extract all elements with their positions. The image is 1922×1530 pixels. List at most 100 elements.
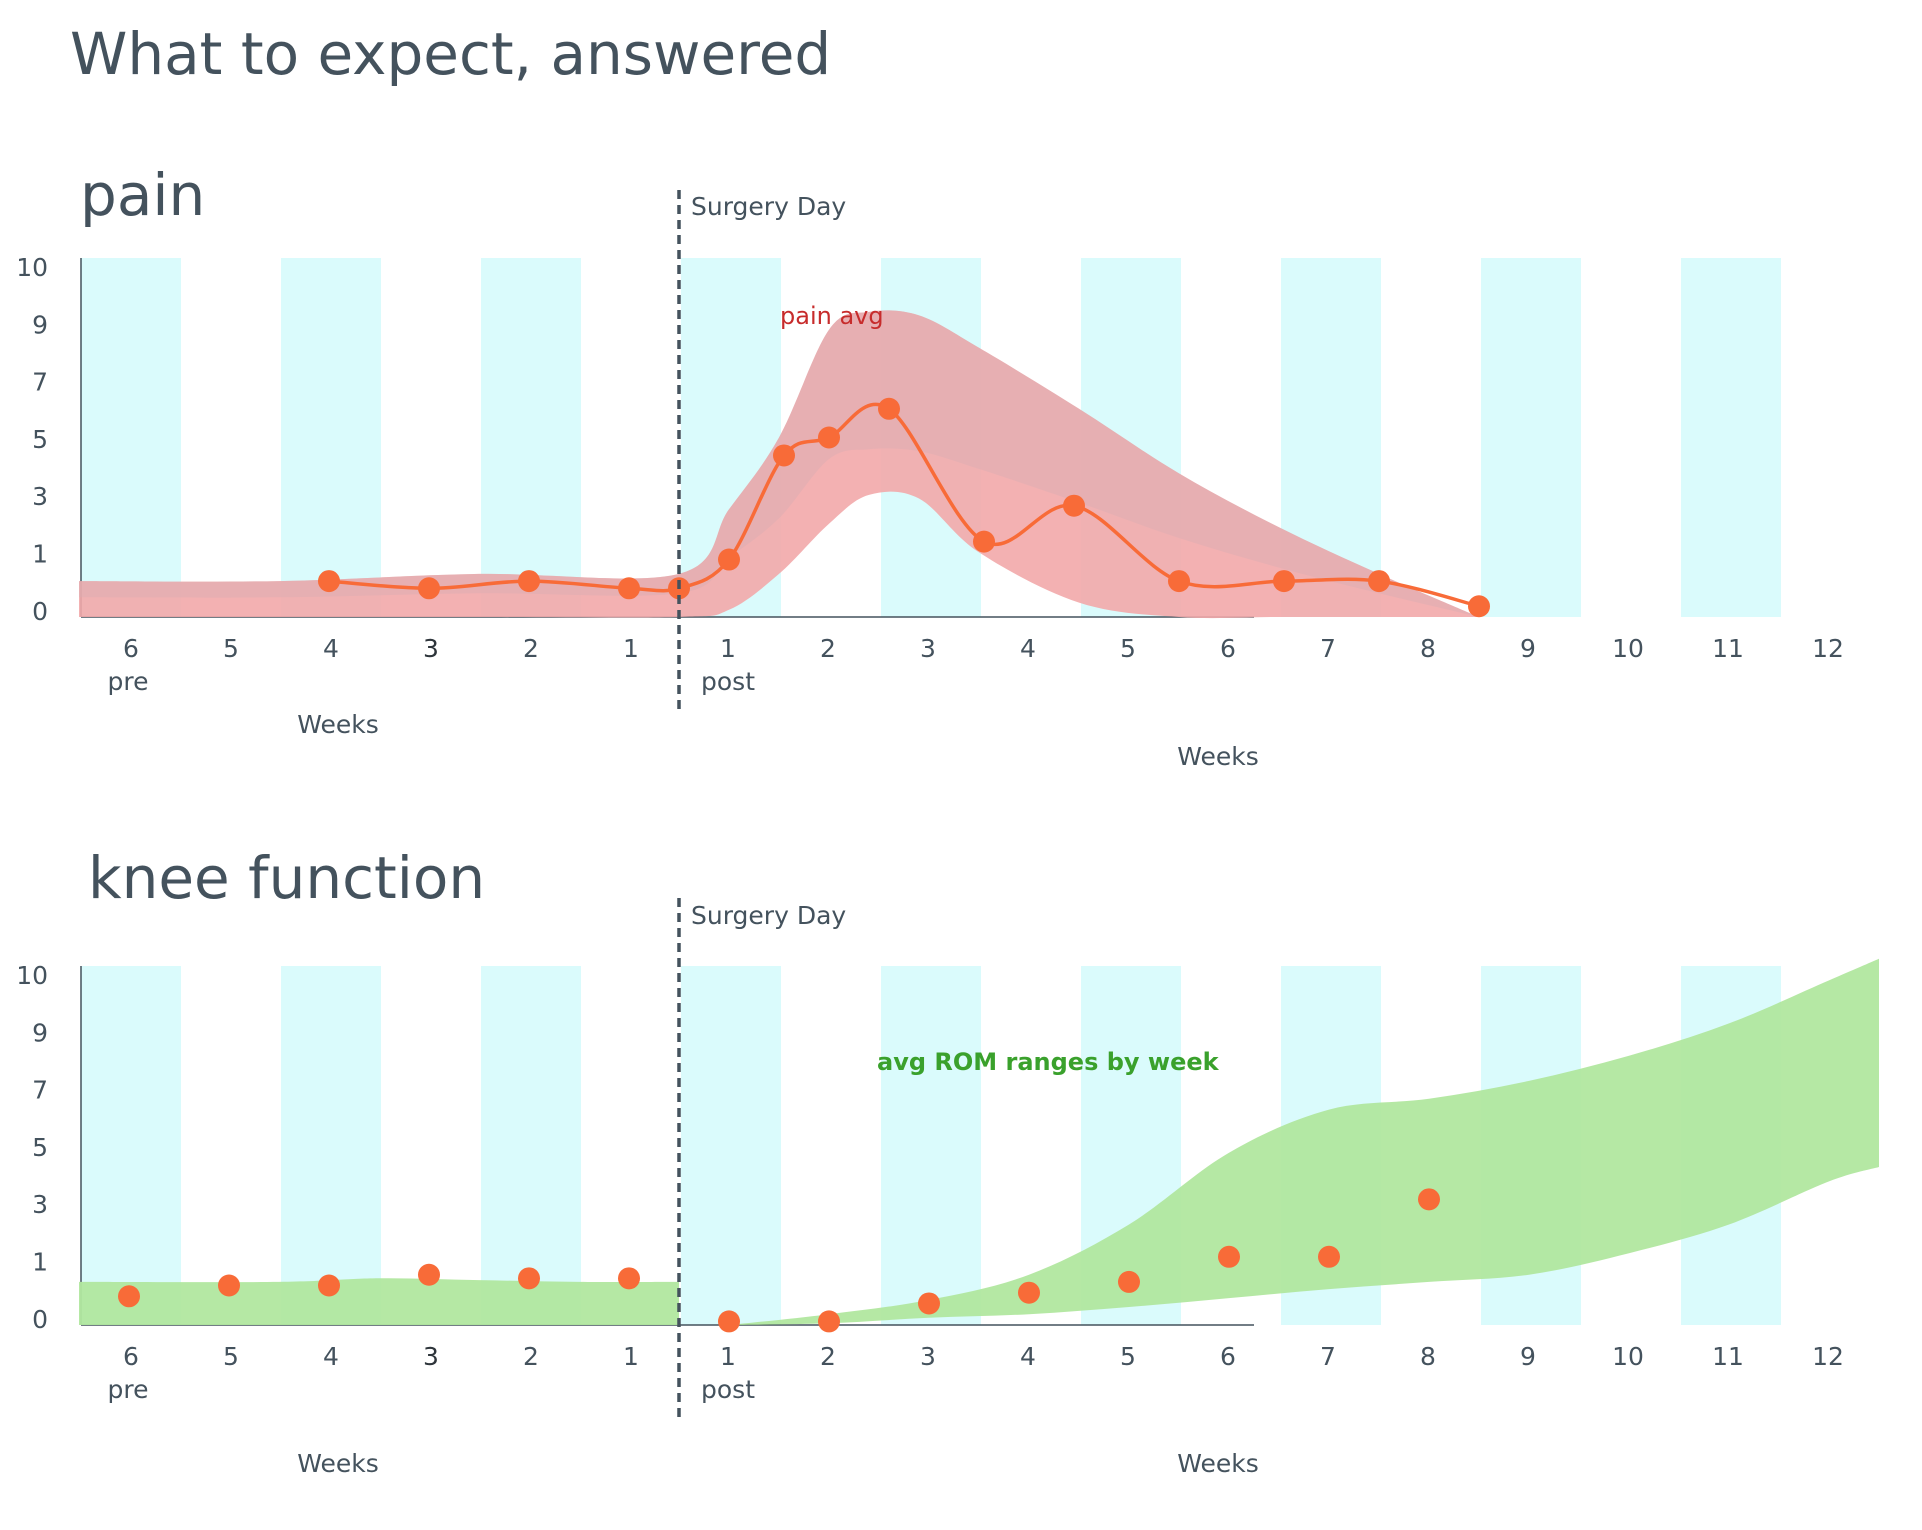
post-week-tick-label: 7 [1320, 1342, 1336, 1371]
post-week-tick-label: 4 [1020, 1342, 1036, 1371]
rom-data-point [1418, 1188, 1440, 1211]
post-week-tick-label: 7 [1320, 634, 1336, 663]
y-tick-label: 5 [32, 1133, 48, 1162]
y-tick-label: 3 [32, 482, 48, 511]
pre-week-tick-label: 1 [623, 634, 639, 663]
pain-data-point [318, 570, 340, 593]
pre-caption: pre [108, 667, 149, 696]
pain-data-point [1273, 570, 1295, 593]
post-week-tick-label: 6 [1220, 634, 1236, 663]
pain-data-point [618, 577, 640, 600]
pre-week-tick-label: 3 [423, 634, 439, 663]
post-week-tick-label: 2 [820, 634, 836, 663]
week-shade-band [681, 966, 781, 1325]
pain-data-point [878, 397, 900, 420]
week-shade-band [481, 258, 581, 617]
pre-week-tick-label: 5 [223, 634, 239, 663]
week-shade-band [81, 258, 181, 617]
week-shade-band [1481, 258, 1581, 617]
surgery-day-label: Surgery Day [691, 192, 846, 221]
chart-title: knee function [88, 844, 485, 912]
post-week-tick-label: 2 [820, 1342, 836, 1371]
pain-average-line [328, 402, 1480, 608]
post-week-tick-label: 11 [1712, 1342, 1744, 1371]
post-week-tick-label: 1 [720, 634, 736, 663]
pre-week-tick-label: 6 [123, 634, 139, 663]
week-shade-band [881, 966, 981, 1325]
rom-data-point [218, 1274, 240, 1297]
rom-range-band-pre [79, 1278, 679, 1325]
pain-series-label: pain avg [780, 302, 884, 330]
y-tick-label: 3 [32, 1190, 48, 1219]
y-tick-label: 1 [32, 540, 48, 569]
post-week-tick-label: 8 [1420, 634, 1436, 663]
rom-data-point [1318, 1245, 1340, 1268]
rom-data-point [918, 1292, 940, 1315]
pre-week-tick-label: 1 [623, 1342, 639, 1371]
week-shade-band [81, 966, 181, 1325]
post-week-tick-label: 3 [920, 1342, 936, 1371]
rom-data-point [618, 1267, 640, 1290]
pre-week-tick-label: 3 [423, 1342, 439, 1371]
pain-data-point [1168, 570, 1190, 593]
pain-data-point [1468, 595, 1490, 618]
post-x-axis-label: Weeks [1177, 1449, 1259, 1478]
pre-week-tick-label: 5 [223, 1342, 239, 1371]
week-shade-band [281, 966, 381, 1325]
post-week-tick-label: 12 [1812, 1342, 1844, 1371]
week-shade-band [281, 258, 381, 617]
post-week-tick-label: 10 [1612, 1342, 1644, 1371]
post-week-tick-label: 9 [1520, 634, 1536, 663]
rom-range-band-post [729, 958, 1879, 1325]
y-tick-label: 9 [32, 310, 48, 339]
rom-data-point [118, 1285, 140, 1308]
week-shade-band [1681, 258, 1781, 617]
rom-data-point [418, 1263, 440, 1286]
pre-week-tick-label: 2 [523, 634, 539, 663]
y-tick-label: 7 [32, 1076, 48, 1105]
y-tick-label: 5 [32, 425, 48, 454]
rom-data-point [818, 1310, 840, 1333]
post-week-tick-label: 1 [720, 1342, 736, 1371]
rom-data-point [718, 1310, 740, 1333]
pre-x-axis-label: Weeks [297, 710, 379, 739]
pre-week-tick-label: 4 [323, 634, 339, 663]
pain-data-point [718, 548, 740, 571]
pre-week-tick-label: 4 [323, 1342, 339, 1371]
post-x-axis-label: Weeks [1177, 742, 1259, 771]
post-caption: post [701, 667, 755, 696]
rom-data-point [1018, 1281, 1040, 1304]
pain-data-point [973, 530, 995, 553]
y-tick-label: 1 [32, 1248, 48, 1277]
y-tick-label: 10 [16, 253, 48, 282]
chart-title: pain [80, 161, 205, 229]
pain-data-point [773, 444, 795, 467]
pain-data-point [1368, 570, 1390, 593]
y-tick-label: 0 [32, 1305, 48, 1334]
page-title: What to expect, answered [70, 20, 831, 88]
post-week-tick-label: 9 [1520, 1342, 1536, 1371]
y-tick-label: 9 [32, 1018, 48, 1047]
week-shade-band [481, 966, 581, 1325]
y-tick-label: 10 [16, 961, 48, 990]
pain-data-point [518, 570, 540, 593]
y-tick-label: 0 [32, 597, 48, 626]
pre-week-tick-label: 2 [523, 1342, 539, 1371]
pain-data-point [818, 426, 840, 449]
pre-x-axis-label: Weeks [297, 1449, 379, 1478]
pre-week-tick-label: 6 [123, 1342, 139, 1371]
post-week-tick-label: 11 [1712, 634, 1744, 663]
post-week-tick-label: 5 [1120, 634, 1136, 663]
post-week-tick-label: 12 [1812, 634, 1844, 663]
y-tick-label: 7 [32, 368, 48, 397]
rom-data-point [1118, 1270, 1140, 1293]
surgery-day-label: Surgery Day [691, 901, 846, 930]
post-week-tick-label: 10 [1612, 634, 1644, 663]
pain-data-point [1063, 494, 1085, 517]
pain-data-point [418, 577, 440, 600]
post-week-tick-label: 4 [1020, 634, 1036, 663]
rom-data-point [518, 1267, 540, 1290]
